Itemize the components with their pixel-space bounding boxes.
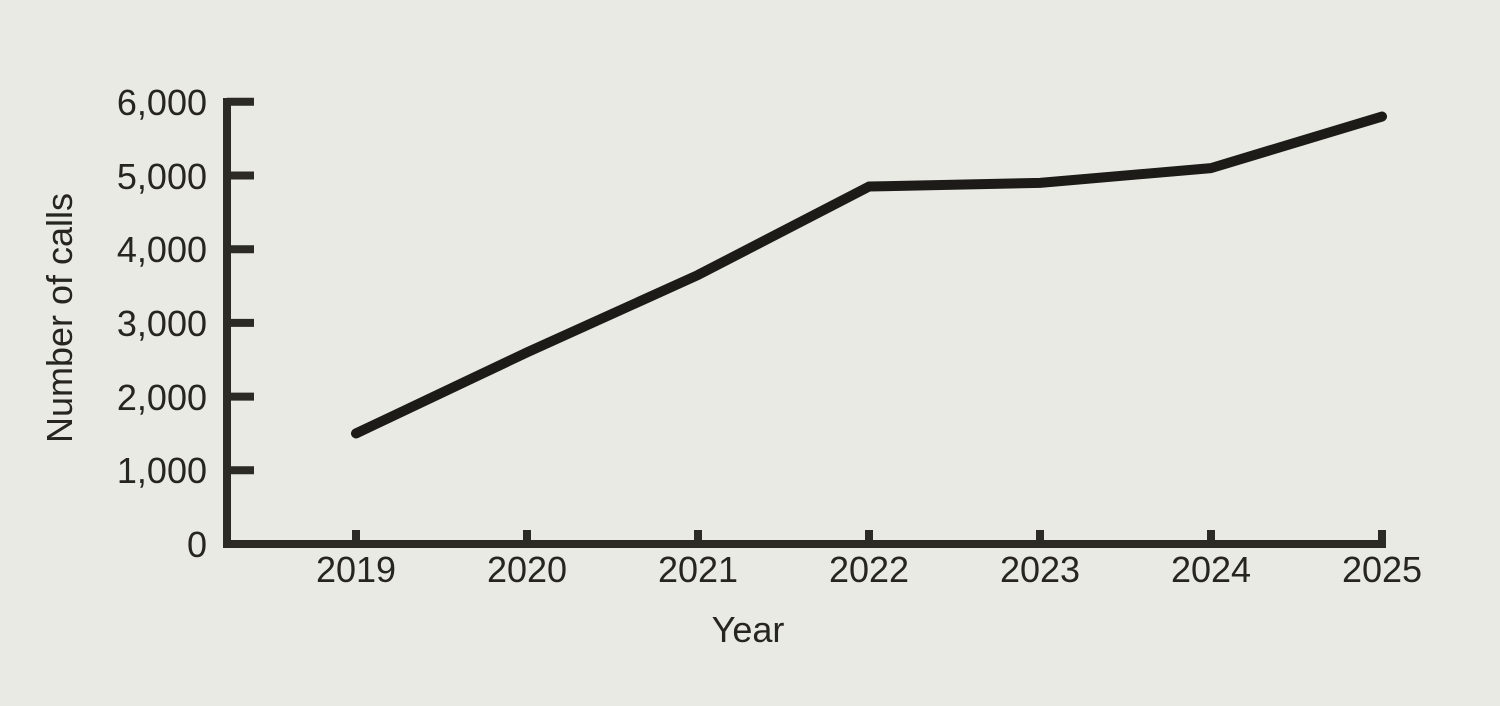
- x-tick-label-2025: 2025: [1341, 549, 1423, 590]
- x-axis-title: Year: [711, 609, 785, 650]
- data-line-number-of-calls: [351, 111, 1387, 439]
- y-tick-label-3000: 3,000: [116, 302, 207, 344]
- y-tick-label-2000: 2,000: [116, 376, 207, 418]
- y-tick-label-5000: 5,000: [116, 155, 207, 197]
- x-tick-label-2023: 2023: [999, 549, 1081, 590]
- y-axis-title: Number of calls: [39, 192, 80, 444]
- y-tick-label-1000: 1,000: [116, 450, 207, 492]
- x-tick-label-2022: 2022: [828, 549, 910, 590]
- x-tick-label-2024: 2024: [1170, 549, 1252, 590]
- x-tick-label-2020: 2020: [486, 549, 568, 590]
- y-tick-label-0: 0: [186, 524, 207, 565]
- y-tick-label-4000: 4,000: [116, 229, 207, 271]
- y-tick-label-6000: 6,000: [116, 81, 207, 123]
- x-tick-label-2019: 2019: [315, 549, 397, 590]
- x-tick-label-2021: 2021: [657, 549, 739, 590]
